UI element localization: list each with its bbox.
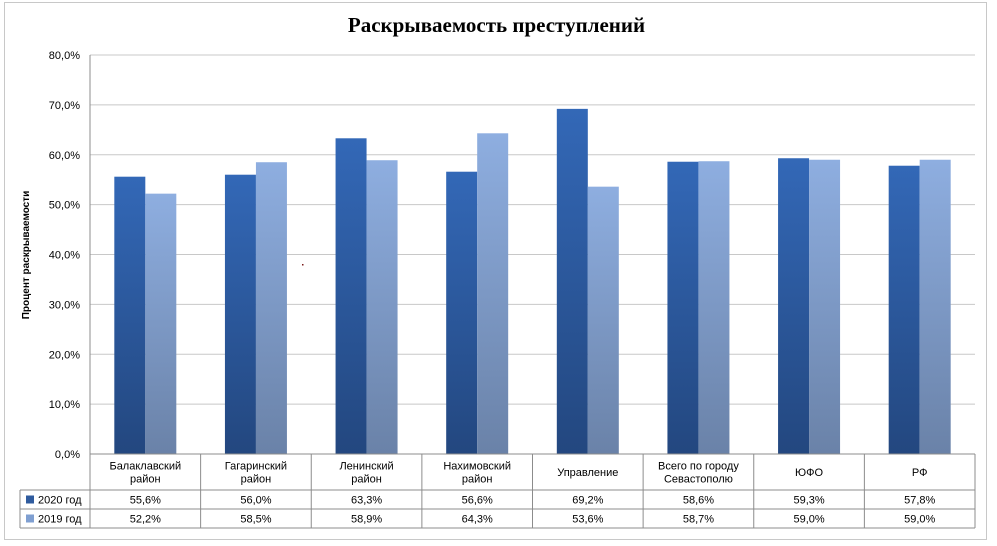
x-category-label: Гагаринский [225,461,287,473]
x-category-label: район [130,474,161,486]
x-category-label: ЮФО [795,467,823,479]
bar-s1 [667,161,699,455]
data-table-value: 56,6% [462,495,493,507]
legend-key [26,514,34,523]
data-table-value: 58,6% [683,495,714,507]
bar-s1 [778,158,810,454]
y-tick-label: 0,0% [55,449,80,461]
x-category-label: Управление [557,467,618,479]
data-table-value: 63,3% [351,495,382,507]
x-category-label: район [351,474,382,486]
y-tick-label: 50,0% [49,200,80,212]
x-category-label: Севастополю [664,474,733,486]
y-tick-label: 10,0% [49,399,80,411]
legend-key [26,495,34,504]
y-axis-label: Процент раскрываемости [21,191,32,320]
y-tick-label: 70,0% [49,100,80,112]
bar-s1 [224,174,256,454]
stray-dot [302,264,304,266]
data-table-value: 59,3% [793,495,824,507]
bar-s1 [446,171,478,454]
y-tick-label: 20,0% [49,349,80,361]
data-table-value: 59,0% [904,514,935,526]
y-tick-label: 80,0% [49,50,80,62]
chart-title: Раскрываемость преступлений [347,13,646,37]
bar-s2 [145,193,177,454]
data-table-value: 56,0% [240,495,271,507]
x-category-label: Балаклавский [109,461,181,473]
bar-s1 [888,165,920,454]
bar-s1 [556,108,588,455]
bar-s1 [335,138,367,454]
bar-s2 [477,133,509,454]
data-table-value: 57,8% [904,495,935,507]
bar-s2 [366,160,398,454]
x-category-label: Нахимовский [443,461,511,473]
x-category-label: район [462,474,493,486]
y-tick-label: 60,0% [49,150,80,162]
bar-s2 [809,159,841,455]
x-category-label: РФ [912,467,928,479]
bar-s2 [587,186,619,455]
data-table-value: 55,6% [130,495,161,507]
data-table-value: 58,7% [683,514,714,526]
legend-series-name: 2019 год [38,514,82,526]
bar-s2 [698,161,730,454]
bar-s1 [114,176,146,454]
data-table-value: 53,6% [572,514,603,526]
x-category-label: Ленинский [339,461,393,473]
data-table-value: 69,2% [572,495,603,507]
data-table-value: 52,2% [130,514,161,526]
legend-series-name: 2020 год [38,495,82,507]
x-category-label: Всего по городу [658,461,739,473]
data-table-value: 64,3% [462,514,493,526]
bar-s2 [255,162,287,454]
x-category-label: район [241,474,272,486]
bar-s2 [919,159,951,455]
y-tick-label: 30,0% [49,299,80,311]
y-tick-label: 40,0% [49,250,80,262]
data-table-value: 58,9% [351,514,382,526]
data-table-value: 58,5% [240,514,271,526]
data-table-value: 59,0% [793,514,824,526]
